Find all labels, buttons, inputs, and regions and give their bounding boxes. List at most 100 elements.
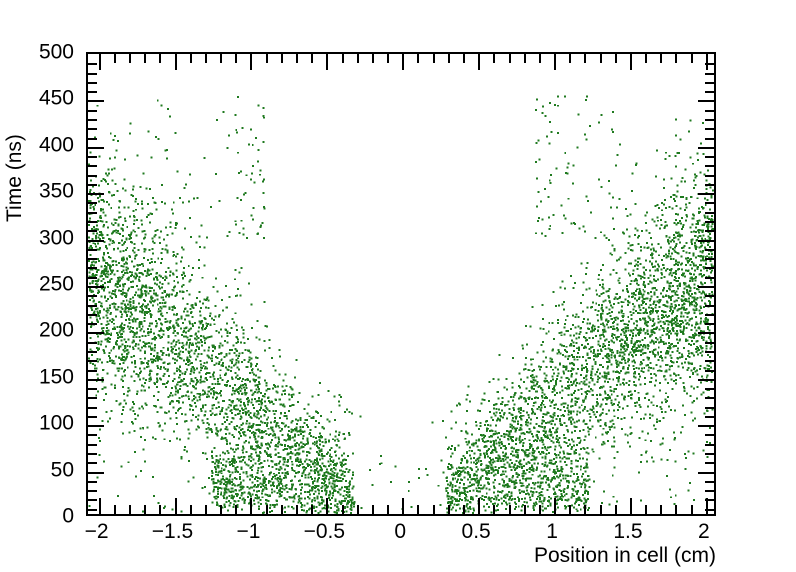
y-tick-right: [698, 378, 714, 381]
y-tick: [88, 406, 97, 409]
x-tick: [599, 505, 602, 514]
y-tick: [88, 397, 97, 400]
x-tick-top: [432, 54, 435, 63]
y-tick-right: [705, 109, 714, 112]
x-tick: [220, 505, 223, 514]
y-tick-right: [698, 193, 714, 196]
x-tick-top: [371, 54, 374, 63]
y-tick: [88, 128, 97, 131]
y-tick: [88, 100, 104, 103]
x-tick: [614, 505, 617, 514]
y-tick: [88, 91, 97, 94]
y-tick-right: [705, 434, 714, 437]
x-tick: [387, 505, 390, 514]
x-tick-top: [250, 54, 253, 70]
x-tick-top: [447, 54, 450, 63]
y-tick: [88, 499, 97, 502]
y-tick-right: [705, 369, 714, 372]
y-tick-label: 350: [38, 179, 74, 203]
y-tick: [88, 193, 104, 196]
y-tick-label: 150: [38, 365, 74, 389]
y-tick: [88, 443, 97, 446]
y-tick: [88, 490, 97, 493]
x-tick: [554, 498, 557, 514]
x-tick: [660, 505, 663, 514]
x-tick: [508, 505, 511, 514]
x-tick-top: [189, 54, 192, 63]
y-tick: [88, 323, 97, 326]
y-tick: [88, 239, 104, 242]
y-tick: [88, 146, 104, 149]
y-tick-right: [705, 480, 714, 483]
y-tick: [88, 350, 97, 353]
y-tick-right: [705, 174, 714, 177]
y-tick-label: 0: [62, 504, 74, 528]
x-tick-top: [478, 54, 481, 70]
y-tick-right: [705, 72, 714, 75]
y-tick-right: [705, 128, 714, 131]
x-tick-top: [629, 54, 632, 70]
x-tick-top: [280, 54, 283, 63]
y-tick-right: [705, 91, 714, 94]
x-tick: [584, 505, 587, 514]
x-tick: [341, 505, 344, 514]
x-tick: [569, 505, 572, 514]
x-tick: [235, 505, 238, 514]
y-tick-right: [705, 453, 714, 456]
x-tick: [326, 498, 329, 514]
x-tick-top: [614, 54, 617, 63]
y-tick-right: [705, 406, 714, 409]
x-tick: [144, 505, 147, 514]
x-tick-label: 2: [698, 520, 710, 543]
x-tick-label: 0: [394, 520, 407, 543]
x-tick: [159, 505, 162, 514]
y-tick-right: [705, 397, 714, 400]
y-tick-right: [705, 490, 714, 493]
x-tick-label: −0.5: [303, 520, 346, 543]
x-tick-top: [159, 54, 162, 63]
x-tick: [356, 505, 359, 514]
y-tick: [88, 425, 104, 428]
x-tick-top: [204, 54, 207, 63]
x-tick: [250, 498, 253, 514]
x-tick: [523, 505, 526, 514]
x-tick: [705, 498, 708, 514]
x-tick: [629, 498, 632, 514]
y-tick-right: [705, 360, 714, 363]
y-tick-right: [705, 156, 714, 159]
x-tick-top: [508, 54, 511, 63]
y-tick: [88, 81, 97, 84]
y-tick: [88, 258, 97, 261]
x-tick: [417, 505, 420, 514]
y-tick-right: [705, 415, 714, 418]
y-tick-right: [705, 462, 714, 465]
x-tick: [174, 498, 177, 514]
y-tick-label: 250: [38, 272, 74, 296]
y-tick-right: [698, 239, 714, 242]
x-tick-top: [523, 54, 526, 63]
y-tick: [88, 276, 97, 279]
y-tick-label: 300: [38, 226, 74, 250]
x-tick-top: [356, 54, 359, 63]
x-tick-top: [599, 54, 602, 63]
y-tick-right: [698, 471, 714, 474]
x-tick: [447, 505, 450, 514]
y-tick-right: [705, 202, 714, 205]
y-tick: [88, 202, 97, 205]
y-tick-right: [705, 230, 714, 233]
y-tick-right: [705, 211, 714, 214]
y-tick: [88, 221, 97, 224]
x-tick: [402, 498, 405, 514]
y-tick: [88, 230, 97, 233]
x-tick-top: [341, 54, 344, 63]
x-tick-top: [569, 54, 572, 63]
y-tick-right: [705, 304, 714, 307]
x-tick: [371, 505, 374, 514]
y-tick: [88, 388, 97, 391]
y-tick: [88, 378, 104, 381]
x-tick: [280, 505, 283, 514]
x-tick-top: [265, 54, 268, 63]
x-tick: [493, 505, 496, 514]
x-tick-top: [462, 54, 465, 63]
